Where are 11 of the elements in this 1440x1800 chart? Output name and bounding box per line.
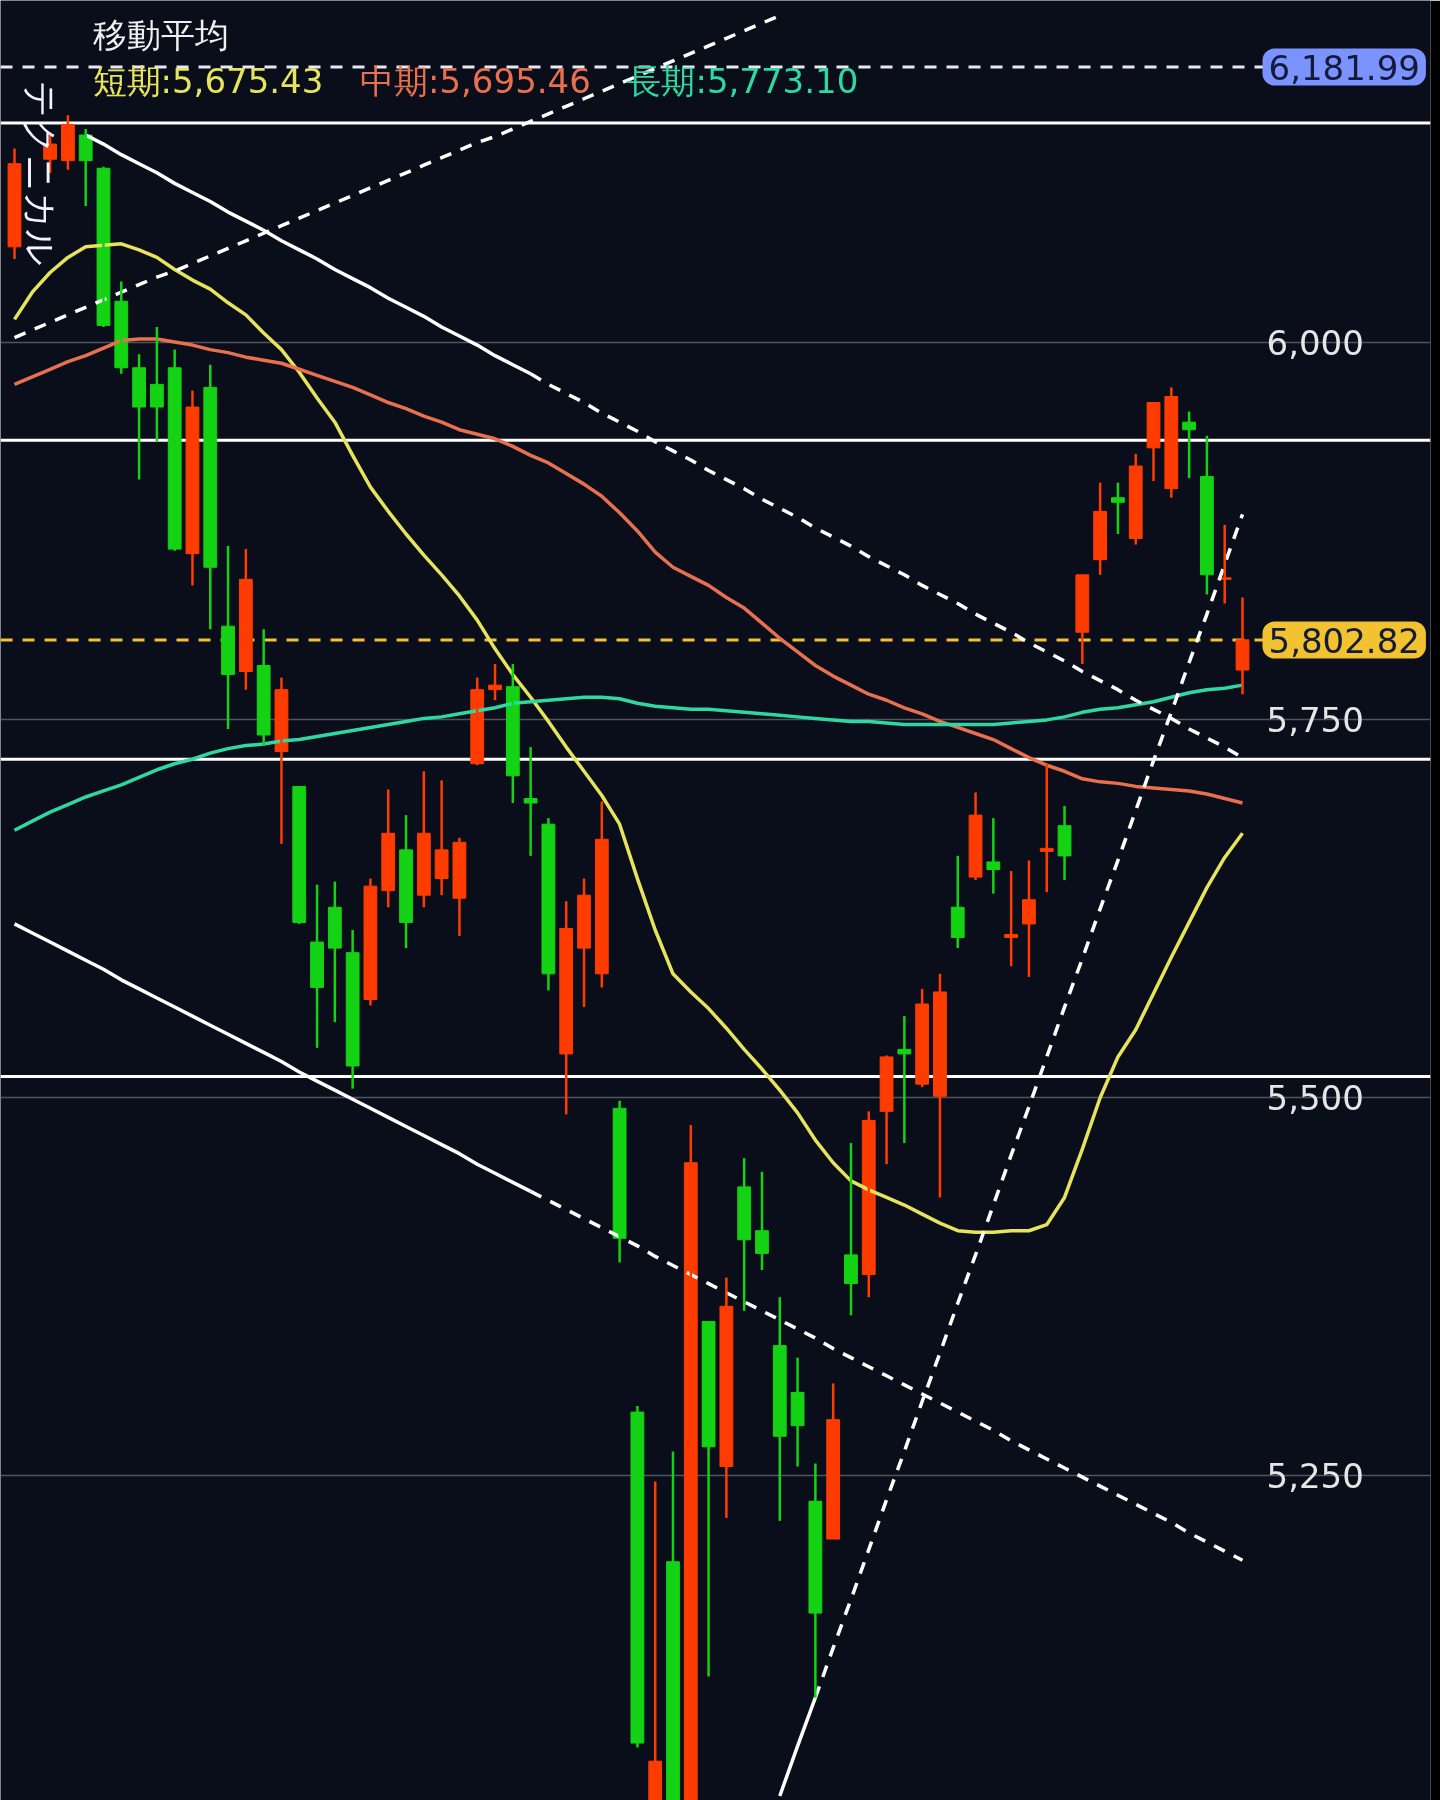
y-tick-label: 5,250: [1266, 1456, 1364, 1497]
text: 中期:5,695.46: [359, 60, 591, 101]
annotation: テクニカル: [20, 80, 61, 266]
y-tick-label: 5,750: [1266, 700, 1364, 741]
ref-line-label: 6,181.99: [1268, 47, 1420, 88]
text: 長期:5,773.10: [627, 60, 859, 101]
y-tick-label: 5,500: [1266, 1078, 1364, 1119]
legend-title: 移動平均: [92, 14, 229, 55]
y-tick-label: 6,000: [1266, 322, 1364, 363]
text: 短期:5,675.43: [92, 60, 324, 101]
ref-line-label: 5,802.82: [1268, 620, 1420, 661]
